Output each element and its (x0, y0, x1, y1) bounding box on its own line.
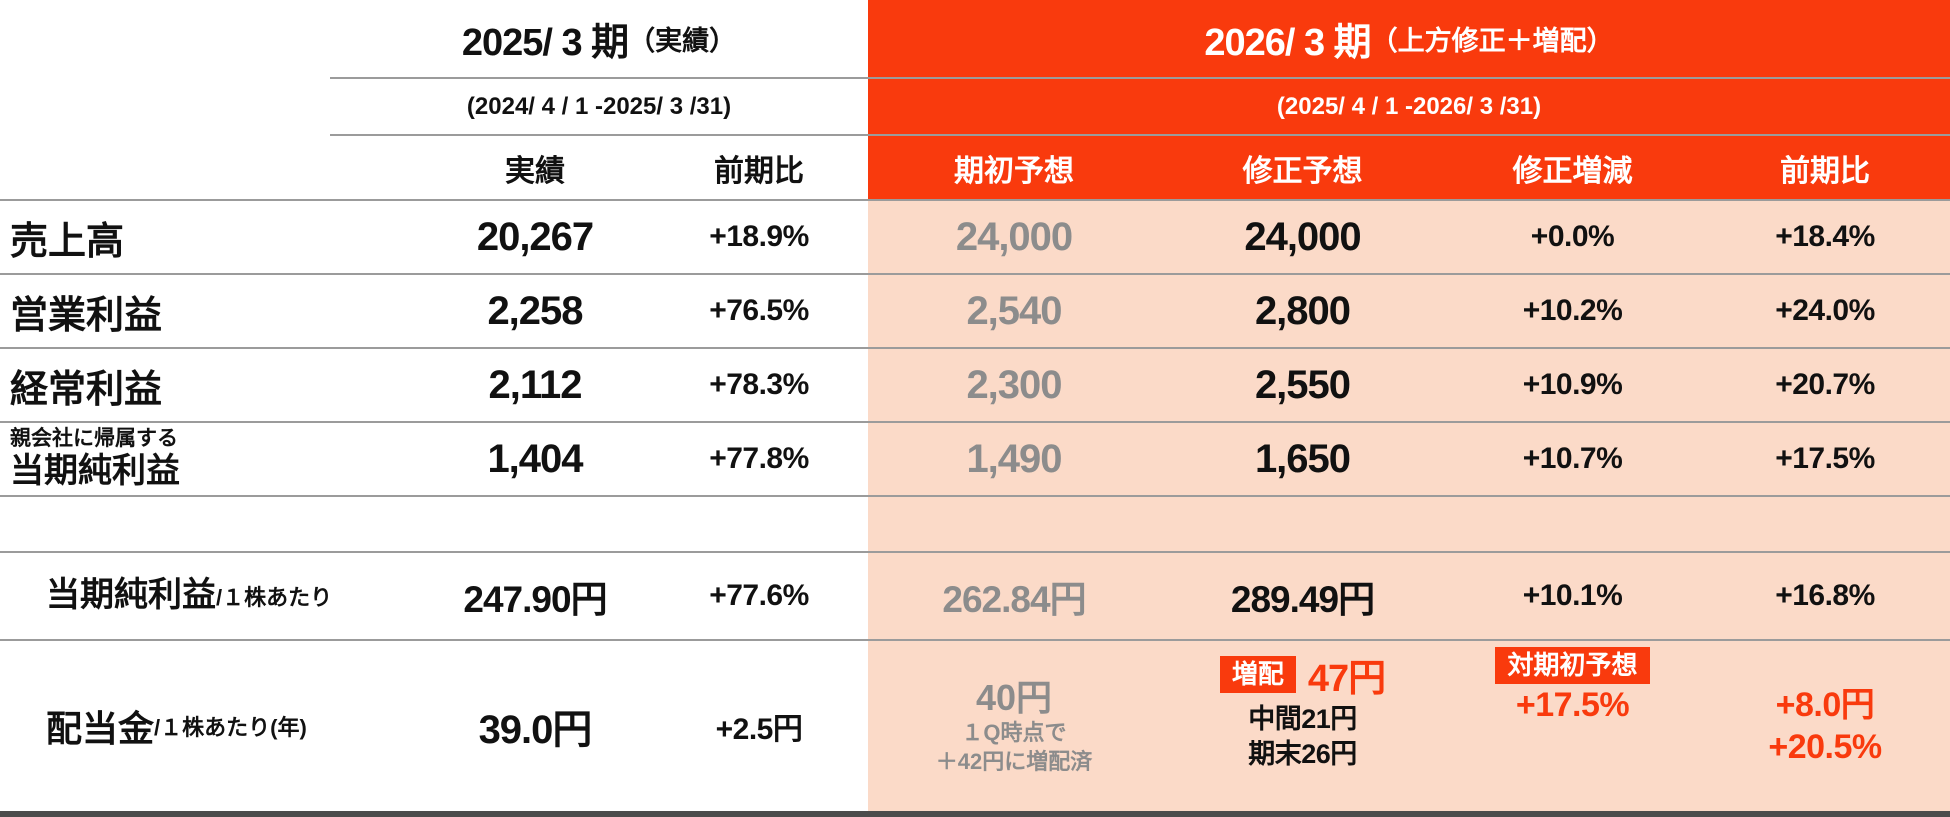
fy2026-header: 2026/ 3 期 （上方修正＋増配） (868, 0, 1950, 79)
row-label-suffix: /１株あたり(年) (154, 715, 307, 740)
forecast-yoy-value: +18.4% (1700, 201, 1950, 273)
row-label: 当期純利益 (10, 451, 180, 490)
column-header-revision-change: 修正増減 (1445, 136, 1700, 199)
row-label: 売上高 (10, 220, 125, 263)
table-row-operating-profit: 営業利益 2,258 +76.5% 2,540 2,800 +10.2% +24… (0, 275, 1950, 349)
yoy-value: +77.6% (709, 579, 809, 612)
yoy-value: +2.5円 (715, 713, 803, 746)
fy2026-title: 2026/ 3 期 (1204, 22, 1371, 64)
initial-dividend-stack: 40円 １Q時点で ＋42円に増配済 (936, 676, 1092, 776)
row-label: 当期純利益 (46, 576, 216, 615)
initial-forecast-cell: 40円 １Q時点で ＋42円に増配済 (868, 641, 1160, 811)
dividend-increase-line: 増配 47円 (1219, 647, 1386, 702)
period-dates-row: (2024/ 4 / 1 -2025/ 3 /31) (2025/ 4 / 1 … (0, 79, 1950, 136)
yoy-value: +18.9% (709, 220, 809, 253)
revision-change-value: +10.2% (1445, 275, 1700, 347)
dividend-yoy-stack: +8.0円 +20.5% (1768, 684, 1882, 769)
revised-forecast-value: 24,000 (1160, 201, 1445, 273)
column-header-initial-forecast: 期初予想 (868, 136, 1160, 199)
fy2026-period-text: (2025/ 4 / 1 -2026/ 3 /31) (1276, 92, 1542, 120)
actual-value: 247.90円 (463, 579, 607, 620)
revised-forecast-value: 2,800 (1160, 275, 1445, 347)
revision-change-value: +10.9% (1445, 349, 1700, 421)
yoy-value: +78.3% (709, 368, 809, 401)
dividend-change-cell: 対期初予想 +17.5% (1445, 641, 1700, 811)
row-label-group: 配当金/１株あたり(年) (0, 641, 420, 811)
revision-change-value: +10.7% (1445, 423, 1700, 495)
actual-value: 1,404 (487, 436, 583, 481)
fy2026-period: (2025/ 4 / 1 -2026/ 3 /31) (868, 79, 1950, 136)
yoy-value: +76.5% (709, 294, 809, 327)
table-bottom-rule (0, 811, 1950, 817)
dividend-yoy-cell: +8.0円 +20.5% (1700, 641, 1950, 811)
row-label-suffix: /１株あたり (216, 585, 333, 610)
dividend-yoy-percent: +20.5% (1768, 728, 1882, 766)
interim-dividend: 中間21円 (1248, 704, 1357, 734)
revised-forecast-value: 2,550 (1160, 349, 1445, 421)
column-header-yoy-forecast: 前期比 (1700, 136, 1950, 199)
row-label-group: 親会社に帰属する 当期純利益 (0, 423, 420, 495)
revised-dividend-cell: 増配 47円 中間21円 期末26円 (1160, 641, 1445, 811)
column-header-actual: 実績 (505, 154, 565, 188)
fy2026-title-note: （上方修正＋増配） (1370, 26, 1614, 56)
yearend-dividend: 期末26円 (1248, 739, 1357, 770)
initial-dividend-note2: ＋42円に増配済 (935, 748, 1093, 774)
row-label-note: 親会社に帰属する (10, 427, 178, 451)
revision-change-value: +10.1% (1445, 553, 1700, 639)
initial-forecast-value: 2,300 (868, 349, 1160, 421)
column-header-yoy: 前期比 (714, 154, 804, 188)
dividend-change-stack: 対期初予想 +17.5% (1495, 647, 1650, 726)
initial-forecast-value: 1,490 (868, 423, 1160, 495)
row-label: 営業利益 (10, 294, 163, 337)
spacer-left (0, 497, 868, 551)
dividend-change-value: +17.5% (1515, 685, 1630, 724)
forecast-yoy-value: +16.8% (1700, 553, 1950, 639)
period-header-row: 2025/ 3 期 （実績） 2026/ 3 期 （上方修正＋増配） (0, 0, 1950, 79)
revised-dividend-value: 47円 (1307, 658, 1386, 700)
actual-value: 39.0円 (478, 708, 593, 752)
initial-dividend-note1: １Q時点で (961, 720, 1067, 745)
fy2025-header: 2025/ 3 期 （実績） (330, 0, 868, 79)
row-label: 配当金 (46, 708, 155, 749)
table-row-dividend: 配当金/１株あたり(年) 39.0円 +2.5円 40円 １Q時点で ＋42円に… (0, 641, 1950, 811)
corner-blank-2 (0, 79, 330, 136)
spacer-row (0, 497, 1950, 553)
dividend-yoy-yen: +8.0円 (1775, 685, 1875, 724)
actual-value: 2,258 (487, 288, 583, 333)
row-label-group: 当期純利益/１株あたり (0, 553, 420, 639)
corner-blank (0, 0, 330, 79)
initial-forecast-value: 2,540 (868, 275, 1160, 347)
column-header-revised-forecast: 修正予想 (1160, 136, 1445, 199)
initial-forecast-value: 24,000 (868, 201, 1160, 273)
yoy-value: +77.8% (709, 442, 809, 475)
column-header-row: 実績 前期比 期初予想 修正予想 修正増減 前期比 (0, 136, 1950, 201)
revised-dividend-stack: 増配 47円 中間21円 期末26円 (1219, 647, 1386, 772)
table-row-sales: 売上高 20,267 +18.9% 24,000 24,000 +0.0% +1… (0, 201, 1950, 275)
row-label-stack: 親会社に帰属する 当期純利益 (10, 427, 180, 490)
table-row-ordinary-profit: 経常利益 2,112 +78.3% 2,300 2,550 +10.9% +20… (0, 349, 1950, 423)
revised-forecast-value: 289.49円 (1160, 553, 1445, 639)
revised-forecast-value: 1,650 (1160, 423, 1445, 495)
spacer-right (868, 497, 1950, 551)
fy2025-title: 2025/ 3 期 (461, 22, 629, 64)
table-row-eps: 当期純利益/１株あたり 247.90円 +77.6% 262.84円 289.4… (0, 553, 1950, 641)
forecast-yoy-value: +17.5% (1700, 423, 1950, 495)
dividend-increase-badge: 増配 (1219, 656, 1296, 693)
table-row-net-profit: 親会社に帰属する 当期純利益 1,404 +77.8% 1,490 1,650 … (0, 423, 1950, 497)
forecast-yoy-value: +24.0% (1700, 275, 1950, 347)
label-column-header-blank (0, 136, 420, 199)
fy2025-period: (2024/ 4 / 1 -2025/ 3 /31) (330, 79, 868, 136)
actual-value: 20,267 (476, 214, 594, 259)
initial-forecast-value: 262.84円 (868, 553, 1160, 639)
forecast-yoy-value: +20.7% (1700, 349, 1950, 421)
initial-dividend-value: 40円 (975, 676, 1053, 718)
row-label: 経常利益 (10, 368, 163, 411)
actual-value: 2,112 (488, 362, 583, 407)
fy2025-title-note: （実績） (628, 26, 737, 56)
revision-change-value: +0.0% (1445, 201, 1700, 273)
vs-initial-forecast-badge: 対期初予想 (1495, 647, 1650, 684)
fy2025-period-text: (2024/ 4 / 1 -2025/ 3 /31) (466, 92, 732, 120)
